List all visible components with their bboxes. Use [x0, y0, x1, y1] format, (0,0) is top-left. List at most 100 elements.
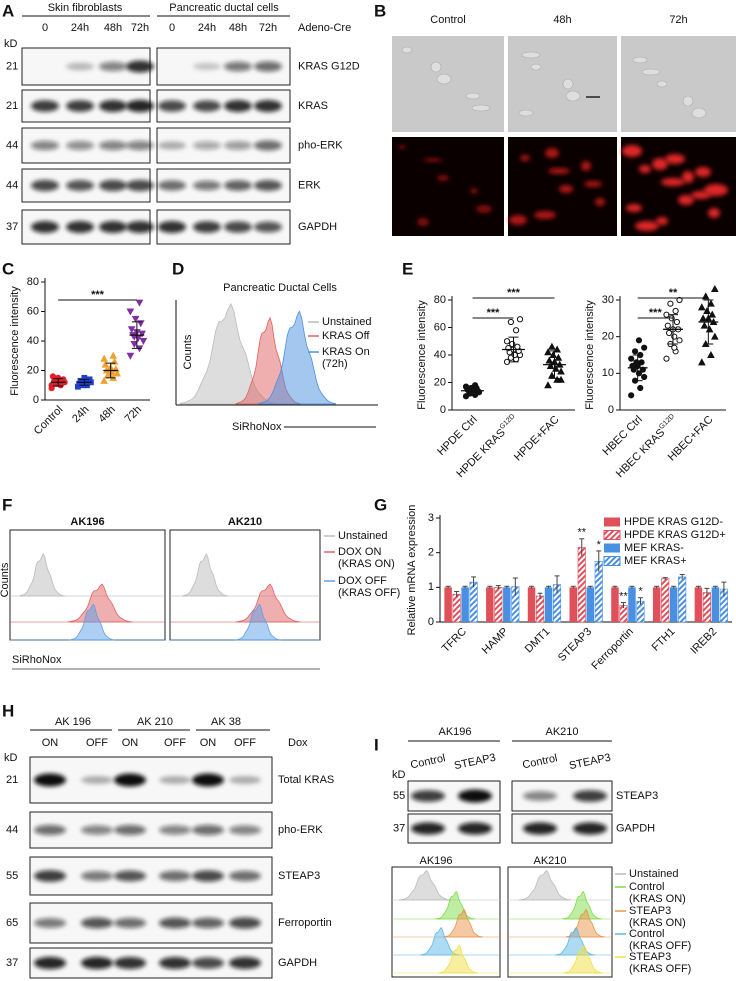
x-tick-label: IREB2: [688, 626, 719, 657]
red-cell: [695, 167, 711, 177]
band: [99, 221, 127, 233]
legend-label: DOX OFF (KRAS OFF): [338, 575, 400, 599]
band: [193, 62, 221, 71]
bar: [535, 595, 545, 623]
legend-label: Unstained: [322, 316, 372, 328]
histogram: [182, 553, 228, 597]
band: [81, 917, 113, 929]
group-label: Skin fibroblasts: [48, 2, 123, 14]
legend-label: KRAS On (72h): [322, 346, 370, 370]
panel-letter: G: [374, 495, 387, 514]
significance-label: *: [638, 586, 643, 598]
band: [34, 773, 66, 787]
band: [573, 822, 607, 835]
red-cell: [665, 154, 685, 164]
data-point: [667, 300, 674, 307]
legend-label: Unstained: [338, 530, 388, 542]
cell-outline: [471, 104, 491, 112]
band: [523, 791, 557, 801]
data-point: [708, 310, 717, 318]
x-tick-label: Control: [32, 404, 66, 438]
y-tick-label: 0: [608, 404, 614, 416]
kd-label: 65: [6, 917, 18, 929]
band: [411, 822, 445, 835]
band: [114, 957, 146, 969]
lane-label: ON: [200, 737, 217, 749]
kd-label: 21: [6, 60, 18, 72]
histogram: [67, 583, 133, 623]
x-tick-label: STEAP3: [556, 626, 594, 664]
text-line: KRAS On: [322, 346, 370, 358]
fluorescence-image: [392, 137, 504, 236]
data-point: [544, 348, 552, 356]
significance-label: ***: [487, 307, 501, 319]
band: [126, 140, 154, 151]
cell-outline: [518, 109, 534, 117]
text-line: (KRAS OFF): [629, 940, 691, 952]
y-tick-label: 40: [27, 335, 39, 347]
band: [254, 61, 282, 72]
column-label: Control: [430, 14, 465, 26]
data-point: [710, 284, 719, 292]
band: [224, 61, 252, 72]
y-tick-label: 1: [428, 581, 434, 593]
data-point: [672, 307, 679, 315]
cell-outline: [565, 90, 581, 102]
y-tick-label: 20: [602, 331, 614, 343]
plot-frame: [507, 866, 613, 978]
data-point: [638, 359, 645, 366]
lane-label: 72h: [131, 22, 149, 34]
band: [126, 99, 154, 113]
lane-label: Control: [521, 752, 558, 771]
red-cell: [509, 215, 527, 225]
red-cell: [704, 184, 728, 196]
y-tick-label: 60: [27, 305, 39, 317]
legend-label: MEF KRAS+: [624, 555, 687, 567]
band: [114, 870, 146, 882]
protein-label: STEAP3: [278, 870, 320, 882]
red-cell: [545, 148, 559, 158]
band: [31, 221, 59, 233]
data-point: [641, 373, 648, 381]
protein-label: GAPDH: [278, 957, 317, 969]
y-axis-label: Fluorescence intensity: [9, 286, 21, 396]
protein-label: STEAP3: [616, 790, 658, 802]
band: [224, 180, 252, 191]
data-point: [710, 332, 719, 340]
lane-label: STEAP3: [568, 752, 612, 773]
group-label: AK210: [545, 726, 578, 738]
data-point: [697, 358, 706, 366]
data-point: [676, 337, 683, 344]
red-cell: [595, 198, 605, 206]
kd-unit: kD: [4, 38, 18, 50]
band: [458, 822, 492, 835]
lane-label: 48h: [104, 22, 122, 34]
x-tick-label: HPDE+FAC: [512, 414, 562, 464]
red-cell: [661, 178, 685, 186]
data-point: [554, 353, 563, 361]
cell-outline: [521, 51, 541, 59]
red-cell: [520, 155, 530, 161]
band: [126, 60, 154, 73]
protein-label: KRAS G12D: [298, 60, 360, 72]
band: [66, 62, 94, 71]
band: [158, 100, 186, 112]
kd-label: 37: [6, 957, 18, 969]
y-axis-label: Counts: [0, 562, 11, 597]
cell-outline: [682, 95, 694, 107]
x-tick-label: Ferroportin: [589, 626, 636, 673]
band: [158, 141, 186, 150]
red-cell: [639, 165, 651, 173]
bar: [527, 587, 536, 622]
lane-label: 24h: [71, 22, 89, 34]
data-point: [705, 325, 714, 333]
y-axis-label: Fluorescence intensity: [584, 300, 596, 410]
data-point: [113, 369, 121, 377]
red-cell: [708, 208, 720, 218]
panel-letter: B: [374, 1, 386, 20]
text-line: DOX ON: [338, 546, 381, 558]
lane-label: ON: [42, 737, 59, 749]
data-point: [131, 315, 140, 323]
red-cell: [652, 158, 668, 170]
